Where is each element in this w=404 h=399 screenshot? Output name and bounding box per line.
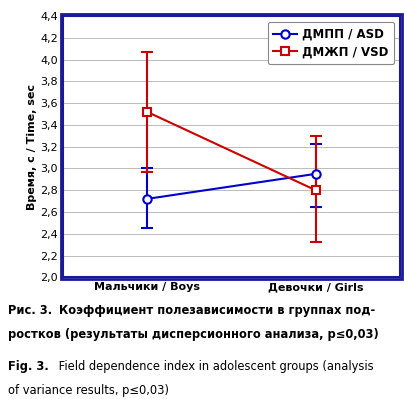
Y-axis label: Время, с / Time, sec: Время, с / Time, sec — [27, 84, 37, 209]
Text: Fig. 3.: Fig. 3. — [8, 360, 49, 373]
Text: Рис. 3.: Рис. 3. — [8, 304, 52, 317]
Legend: ДМПП / ASD, ДМЖП / VSD: ДМПП / ASD, ДМЖП / VSD — [267, 22, 394, 64]
Text: Field dependence index in adolescent groups (analysis: Field dependence index in adolescent gro… — [55, 360, 373, 373]
Text: ростков (результаты дисперсионного анализа, p≤0,03): ростков (результаты дисперсионного анали… — [8, 328, 379, 341]
Text: of variance results, p≤0,03): of variance results, p≤0,03) — [8, 384, 169, 397]
Text: Коэффициент полезависимости в группах под-: Коэффициент полезависимости в группах по… — [55, 304, 375, 317]
